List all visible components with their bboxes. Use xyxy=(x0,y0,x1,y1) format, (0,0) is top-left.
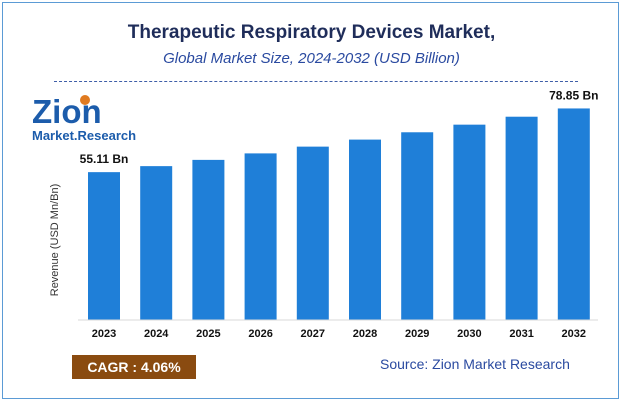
y-axis-label: Revenue (USD Mn/Bn) xyxy=(49,184,61,297)
x-tick-2030: 2030 xyxy=(457,328,481,340)
bar-2030 xyxy=(453,124,486,320)
x-tick-2026: 2026 xyxy=(248,328,272,340)
logo-text-zion: Zion xyxy=(32,93,102,130)
cagr-badge: CAGR : 4.06% xyxy=(72,355,196,379)
bar-2032 xyxy=(557,108,590,320)
data-label-first: 55.11 Bn xyxy=(80,152,129,166)
chart-title: Therapeutic Respiratory Devices Market, xyxy=(127,22,496,43)
bar-2029 xyxy=(401,132,434,320)
bar-2028 xyxy=(349,139,381,320)
x-tick-2031: 2031 xyxy=(509,328,533,340)
bar-2025 xyxy=(192,159,225,320)
bar-2027 xyxy=(296,146,329,320)
x-tick-2027: 2027 xyxy=(301,328,325,340)
bar-2023 xyxy=(88,172,120,320)
zion-logo: Zion Market.Research xyxy=(32,93,136,143)
bar-2031 xyxy=(505,116,538,321)
x-tick-2024: 2024 xyxy=(144,328,169,340)
bar-2026 xyxy=(244,153,277,320)
bar-2024 xyxy=(140,166,173,320)
x-tick-2025: 2025 xyxy=(196,328,220,340)
x-tick-labels: 2023 2024 2025 2026 2027 2028 2029 2030 2031 2032 xyxy=(92,328,586,340)
data-label-last: 78.85 Bn xyxy=(549,88,598,102)
title-divider xyxy=(54,81,578,82)
x-tick-2028: 2028 xyxy=(353,328,377,340)
x-tick-2032: 2032 xyxy=(562,328,586,340)
bars-group xyxy=(88,108,590,321)
logo-accent-dot xyxy=(80,95,90,105)
x-tick-2023: 2023 xyxy=(92,328,116,340)
chart-subtitle: Global Market Size, 2024-2032 (USD Billi… xyxy=(163,50,460,67)
x-tick-2029: 2029 xyxy=(405,328,429,340)
logo-text-market-research: Market.Research xyxy=(32,128,136,143)
source-note: Source: Zion Market Research xyxy=(380,356,570,372)
